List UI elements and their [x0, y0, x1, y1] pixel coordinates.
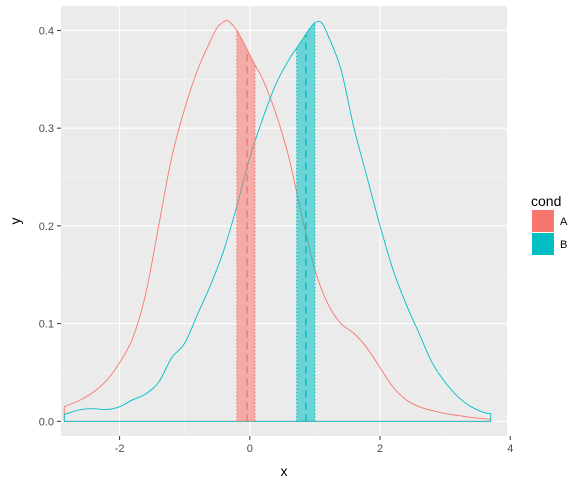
y-axis-title: y	[7, 218, 23, 225]
y-axis: 0.0 0.1 0.2 0.3 0.4	[39, 25, 61, 428]
legend-label-A: A	[560, 216, 568, 228]
plot-panel	[61, 6, 507, 436]
x-axis: -2 0 2 4	[115, 436, 513, 455]
y-tick-label: 0.2	[39, 221, 54, 233]
ci-band-A	[236, 30, 256, 422]
x-tick-label: -2	[115, 443, 125, 455]
y-tick-label: 0.3	[39, 123, 54, 135]
ci-bands-layer	[236, 22, 316, 422]
legend-key-A	[532, 210, 554, 232]
x-tick-label: 0	[247, 443, 253, 455]
density-curve-B	[63, 20, 492, 422]
y-tick-label: 0.4	[39, 25, 54, 37]
legend-key-B	[532, 233, 554, 255]
legend-label-B: B	[560, 239, 567, 251]
ci-band-B	[296, 22, 315, 422]
x-tick-label: 4	[507, 443, 513, 455]
y-tick-label: 0.0	[39, 416, 54, 428]
x-tick-label: 2	[377, 443, 383, 455]
y-tick-label: 0.1	[39, 319, 54, 331]
x-axis-title: x	[281, 463, 288, 479]
legend: cond AB	[531, 193, 568, 255]
legend-title: cond	[531, 193, 561, 209]
